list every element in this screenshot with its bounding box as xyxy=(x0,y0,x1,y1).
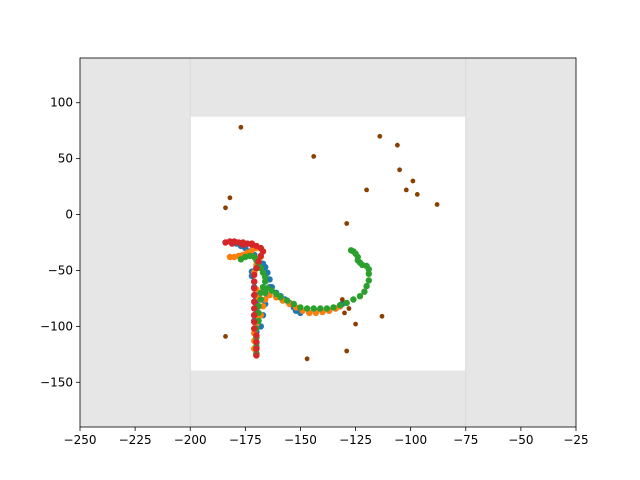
data-point-series-5 xyxy=(227,195,233,201)
data-point-series-4 xyxy=(253,265,260,272)
data-point-series-3 xyxy=(347,247,355,254)
data-point-series-5 xyxy=(410,178,416,184)
data-point-series-5 xyxy=(403,187,409,193)
x-tick-label: −75 xyxy=(453,433,478,447)
data-point-series-2 xyxy=(259,303,267,310)
x-tick-label: −250 xyxy=(64,433,97,447)
data-point-series-5 xyxy=(342,310,347,316)
data-point-series-5 xyxy=(346,306,352,311)
data-point-series-3 xyxy=(290,300,297,308)
data-point-series-4 xyxy=(253,332,260,339)
data-point-series-3 xyxy=(257,289,264,296)
data-point-series-4 xyxy=(239,241,247,248)
x-tick-label: −50 xyxy=(508,433,533,447)
data-point-series-5 xyxy=(238,124,244,130)
data-point-series-4 xyxy=(251,285,258,292)
y-tick-label: −150 xyxy=(40,375,73,389)
data-point-series-2 xyxy=(226,253,234,261)
x-tick-label: −175 xyxy=(229,433,262,447)
data-point-series-3 xyxy=(262,278,269,285)
data-point-series-4 xyxy=(251,271,258,279)
data-point-series-5 xyxy=(364,187,369,193)
data-point-series-3 xyxy=(365,277,372,284)
data-point-series-4 xyxy=(251,318,258,326)
x-tick-label: −200 xyxy=(174,433,207,447)
data-point-series-3 xyxy=(257,296,264,303)
axes xyxy=(79,57,577,428)
data-point-series-3 xyxy=(363,282,370,290)
data-point-series-4 xyxy=(257,252,264,260)
data-point-series-5 xyxy=(434,202,440,207)
data-point-series-3 xyxy=(350,296,357,303)
data-point-series-5 xyxy=(414,192,420,197)
data-point-series-5 xyxy=(395,142,400,148)
data-point-series-5 xyxy=(344,348,350,354)
data-point-series-5 xyxy=(223,334,228,339)
data-point-series-3 xyxy=(323,305,331,312)
data-point-series-4 xyxy=(248,240,256,247)
data-point-series-3 xyxy=(310,305,317,312)
data-point-series-5 xyxy=(344,221,350,226)
y-axis-ticks: −150 −100 −50 0 50 100 xyxy=(40,96,80,389)
x-tick-label: −125 xyxy=(339,433,372,447)
data-point-series-3 xyxy=(343,299,350,307)
data-point-series-3 xyxy=(284,297,291,304)
data-point-series-4 xyxy=(251,305,258,312)
data-point-series-3 xyxy=(277,294,284,301)
x-tick-label: −25 xyxy=(563,433,588,447)
data-point-series-4 xyxy=(251,278,258,285)
y-tick-label: 100 xyxy=(50,96,73,110)
data-point-series-3 xyxy=(268,287,275,294)
y-tick-label: 50 xyxy=(58,152,73,166)
data-point-series-3 xyxy=(365,270,372,277)
y-tick-label: −50 xyxy=(48,263,73,277)
data-point-series-4 xyxy=(251,325,258,332)
data-point-series-5 xyxy=(311,154,317,159)
data-point-series-3 xyxy=(361,288,368,295)
data-point-series-4 xyxy=(253,338,260,346)
data-point-series-3 xyxy=(273,290,280,298)
data-point-series-5 xyxy=(379,313,385,319)
data-point-series-4 xyxy=(255,258,262,265)
data-point-series-3 xyxy=(356,293,364,300)
x-tick-label: −150 xyxy=(284,433,317,447)
data-point-series-5 xyxy=(397,167,402,173)
data-point-series-3 xyxy=(336,301,344,309)
data-point-series-3 xyxy=(297,304,304,311)
data-point-series-2 xyxy=(262,296,269,303)
data-point-series-4 xyxy=(253,352,260,359)
data-point-series-4 xyxy=(228,240,236,247)
x-tick-label: −225 xyxy=(119,433,152,447)
data-point-series-3 xyxy=(317,305,324,312)
data-point-series-5 xyxy=(223,205,228,211)
y-tick-label: 0 xyxy=(65,208,73,222)
data-point-series-4 xyxy=(251,312,258,319)
data-point-series-5 xyxy=(304,356,310,362)
data-point-series-5 xyxy=(377,133,383,139)
data-point-series-4 xyxy=(251,298,258,305)
x-tick-label: −100 xyxy=(394,433,427,447)
data-point-series-4 xyxy=(253,345,260,352)
x-axis-ticks: −250 −225 −200 −175 −150 −125 −100 −75 −50 −25 xyxy=(64,427,589,447)
data-point-series-3 xyxy=(303,305,311,312)
data-point-series-3 xyxy=(262,274,269,281)
data-point-series-5 xyxy=(353,321,358,327)
data-point-series-5 xyxy=(339,297,345,302)
axes-frame xyxy=(79,57,577,428)
data-point-series-3 xyxy=(330,304,337,311)
data-point-series-4 xyxy=(251,291,258,299)
y-tick-label: −100 xyxy=(40,319,73,333)
data-points xyxy=(222,124,440,362)
